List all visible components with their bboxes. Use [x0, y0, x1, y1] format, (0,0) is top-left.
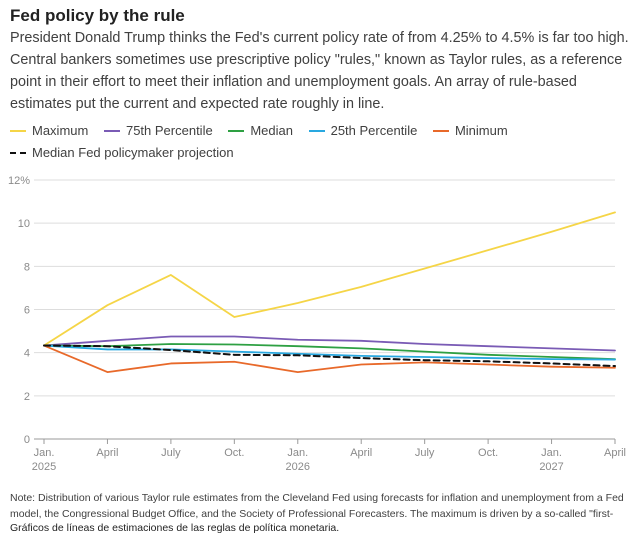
y-tick-label: 0 — [24, 434, 30, 446]
series-line-fed-projection — [43, 344, 616, 368]
legend-item-75th-percentile: 75th Percentile — [103, 120, 213, 142]
gridlines — [34, 179, 615, 440]
legend-swatch-75th-percentile — [103, 129, 120, 132]
x-tick-year-label: 2026 — [286, 461, 310, 473]
legend-item-median: Median — [228, 120, 293, 142]
series-line-maximum — [43, 211, 616, 347]
y-tick-label: 2 — [24, 391, 30, 403]
y-axis-labels: 0 2 4 6 8 10 12% — [8, 175, 30, 446]
series-line-minimum — [43, 344, 616, 373]
legend-item-fed-projection: Median Fed policymaker projection — [10, 142, 234, 164]
x-tick-label: Jan. — [34, 447, 55, 459]
x-axis-labels: Jan. 2025 April July Oct. Jan. 2026 April July Oc… — [32, 439, 626, 473]
chart-caption: Gráficos de líneas de estimaciones de la… — [10, 522, 340, 534]
legend-label-25th-percentile: 25th Percentile — [330, 123, 418, 138]
x-tick-label: July — [415, 447, 435, 459]
x-tick-label: Oct. — [478, 447, 498, 459]
legend-label-minimum: Minimum — [454, 123, 508, 138]
y-tick-label: 8 — [24, 261, 30, 273]
legend-swatch-minimum — [432, 129, 449, 132]
legend-swatch-25th-percentile — [308, 129, 325, 132]
chart-legend: Maximum 75th Percentile Median 25th Perc… — [10, 120, 630, 164]
legend-label-median: Median — [250, 123, 293, 138]
y-tick-label: 12% — [8, 175, 30, 187]
x-tick-year-label: 2027 — [539, 461, 563, 473]
series-line-median — [43, 343, 616, 361]
chart-note: Note: Distribution of various Taylor rul… — [10, 490, 632, 522]
legend-label-fed-projection: Median Fed policymaker projection — [32, 145, 234, 160]
x-tick-label: July — [161, 447, 181, 459]
legend-swatch-median — [228, 129, 245, 132]
x-tick-label: April — [350, 447, 372, 459]
legend-item-maximum: Maximum — [10, 120, 88, 142]
series-lines — [43, 211, 616, 373]
chart-note-text: Note: Distribution of various Taylor rul… — [10, 492, 624, 520]
y-tick-label: 10 — [18, 218, 30, 230]
legend-swatch-fed-projection — [10, 151, 26, 154]
chart-subtitle: President Donald Trump thinks the Fed's … — [10, 30, 629, 112]
line-chart: 0 2 4 6 8 10 12% Jan. 2025 April July Oct. Jan. 2026… — [8, 175, 626, 473]
x-tick-label: Jan. — [287, 447, 308, 459]
y-tick-label: 6 — [24, 305, 30, 317]
x-tick-label: April — [604, 447, 626, 459]
y-tick-label: 4 — [24, 348, 30, 360]
legend-item-25th-percentile: 25th Percentile — [308, 120, 418, 142]
legend-item-minimum: Minimum — [432, 120, 508, 142]
legend-label-75th-percentile: 75th Percentile — [125, 123, 213, 138]
x-tick-year-label: 2025 — [32, 461, 56, 473]
x-tick-label: Oct. — [224, 447, 244, 459]
series-line-75th-percentile — [43, 335, 616, 352]
series-line-25th-percentile — [43, 344, 616, 361]
legend-swatch-maximum — [10, 129, 26, 132]
x-tick-label: Jan. — [541, 447, 562, 459]
chart-title: Fed policy by the rule — [10, 6, 185, 25]
legend-label-maximum: Maximum — [32, 123, 89, 138]
x-tick-label: April — [96, 447, 118, 459]
